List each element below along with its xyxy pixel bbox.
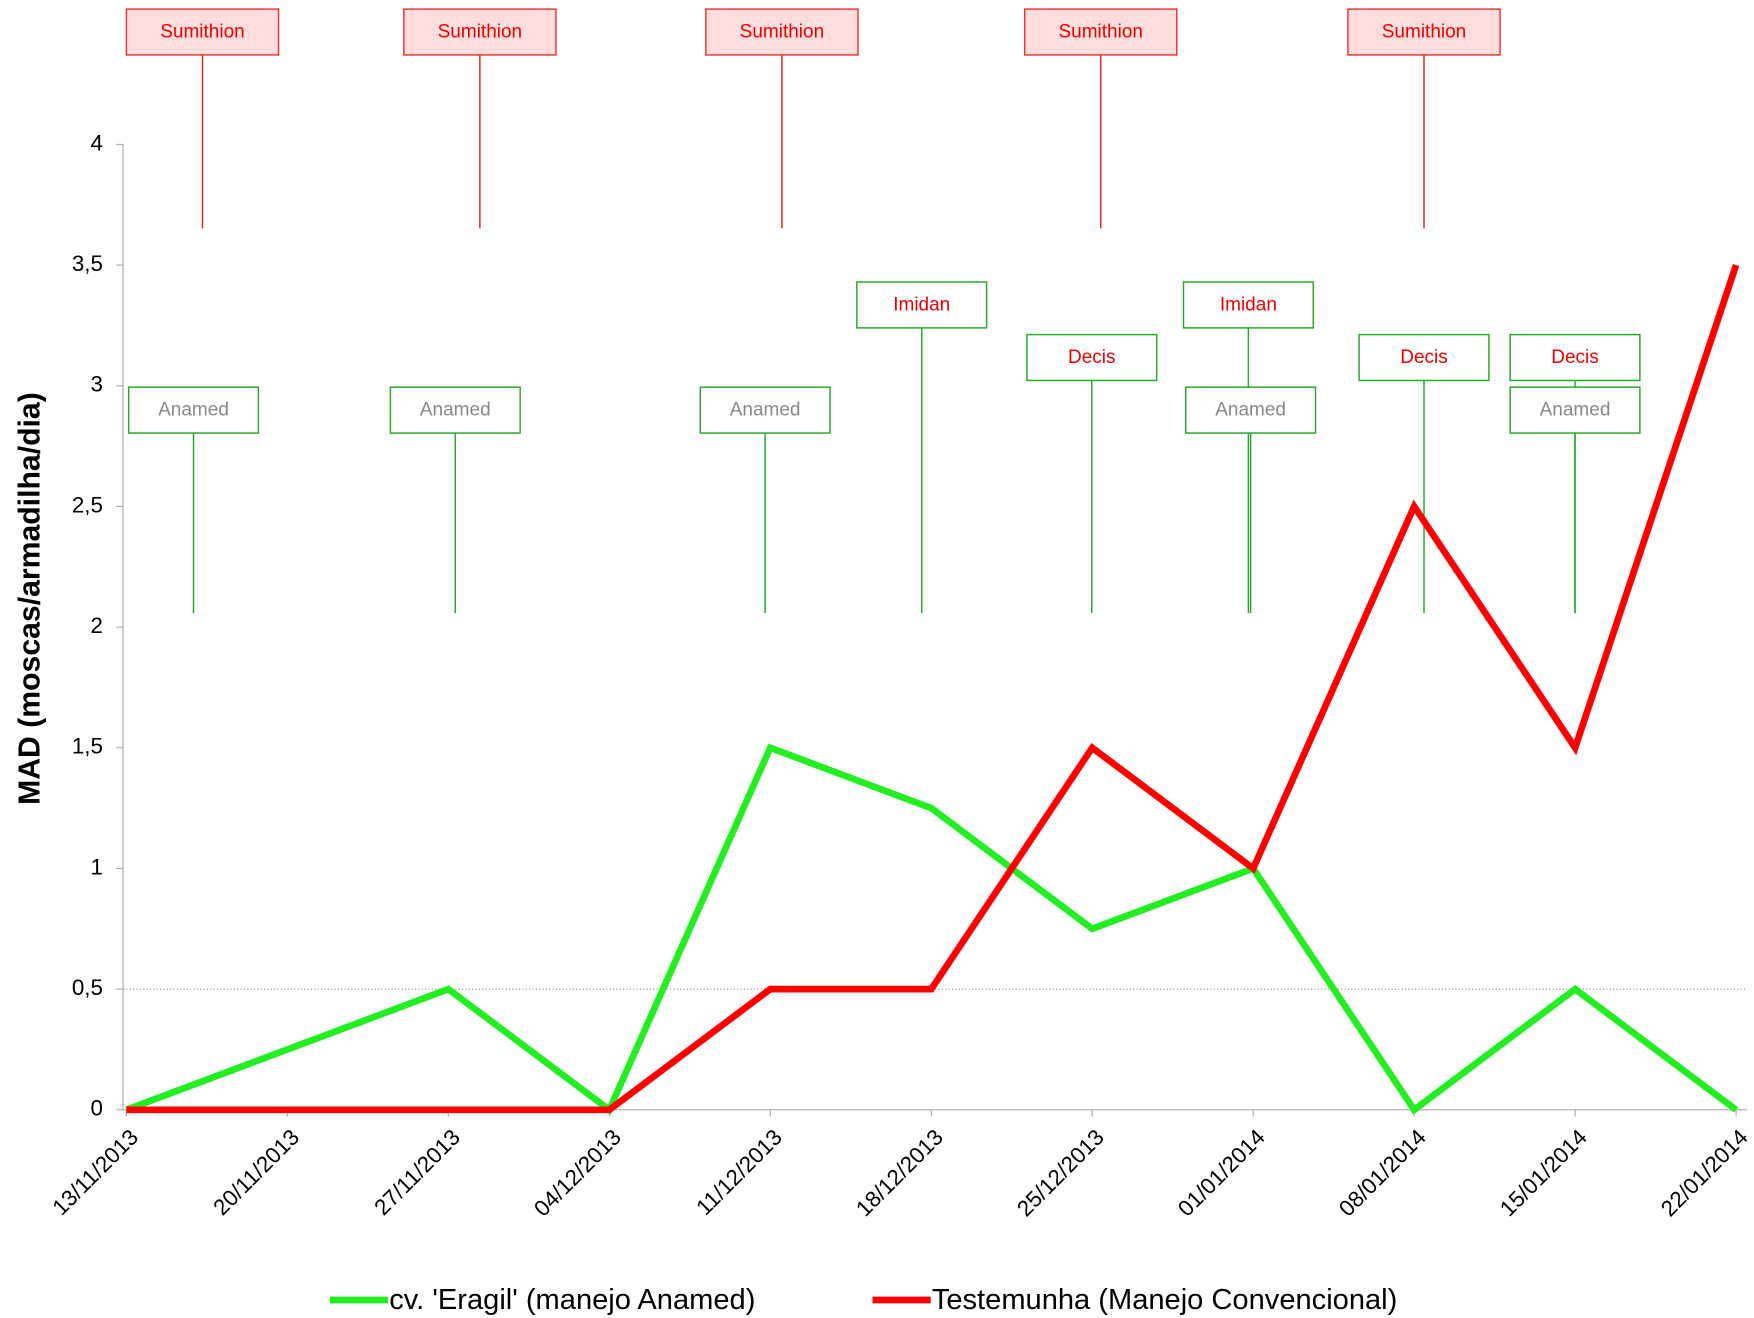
x-tick-label: 18/12/2013	[851, 1124, 948, 1221]
x-tick-label: 08/01/2014	[1334, 1124, 1431, 1221]
annotation-box	[389, 386, 521, 434]
annotation-label: Imidan	[893, 295, 950, 316]
annotation-label: Anamed	[158, 400, 229, 421]
annotation-box	[705, 8, 859, 56]
y-tick-label: 1	[90, 854, 102, 879]
x-tick-label: 27/11/2013	[369, 1124, 465, 1220]
legend-label: Testemunha (Manejo Convencional)	[932, 1284, 1398, 1316]
annotation-label: Sumithion	[740, 22, 825, 43]
annotation-label: Decis	[1400, 347, 1448, 368]
annotation-box	[1347, 8, 1501, 56]
annotation-box	[1509, 333, 1641, 382]
annotation-label: Sumithion	[1058, 22, 1143, 43]
annotation-label: Decis	[1068, 347, 1116, 368]
x-tick-label: 20/11/2013	[208, 1124, 304, 1220]
annotation-box	[1358, 333, 1490, 382]
annotation-box	[1185, 386, 1317, 434]
y-tick-label: 2,5	[72, 492, 103, 517]
annotation-label: Sumithion	[438, 22, 523, 43]
annotation-label: Anamed	[1540, 400, 1611, 421]
data-line	[125, 743, 1739, 1116]
annotation-label: Anamed	[1215, 400, 1286, 421]
annotation-box	[1182, 281, 1314, 329]
y-tick-label: 3,5	[72, 251, 103, 276]
y-tick-label: 4	[90, 130, 102, 155]
annotation-box	[1023, 8, 1178, 56]
y-tick-label: 2	[90, 613, 102, 638]
annotation-box	[1026, 333, 1158, 382]
annotation-label: Anamed	[730, 400, 801, 421]
x-tick-label: 25/12/2013	[1012, 1124, 1109, 1221]
data-line	[126, 264, 1740, 1114]
y-tick-label: 0,5	[72, 975, 103, 1000]
annotation-label: Sumithion	[160, 22, 244, 43]
x-tick-label: 13/11/2013	[47, 1124, 143, 1220]
y-axis-label: MAD (moscas/armadilha/dia)	[13, 392, 46, 805]
annotation-box	[125, 8, 280, 56]
x-tick-label: 22/01/2014	[1656, 1124, 1753, 1221]
annotation-label: Anamed	[420, 400, 491, 421]
x-tick-label: 01/01/2014	[1173, 1124, 1270, 1221]
annotation-box	[403, 8, 557, 56]
annotation-label: Sumithion	[1382, 22, 1467, 43]
annotation-box	[127, 386, 260, 434]
y-tick-label: 3	[90, 372, 102, 397]
annotation-box	[699, 386, 831, 434]
legend-label: cv. 'Eragil' (manejo Anamed)	[389, 1284, 755, 1316]
annotation-box	[1509, 386, 1641, 434]
annotation-label: Imidan	[1220, 295, 1277, 316]
annotation-box	[856, 281, 988, 329]
y-tick-label: 1,5	[72, 734, 103, 759]
annotation-label: Decis	[1551, 347, 1599, 368]
y-tick-label: 0	[90, 1096, 102, 1121]
x-tick-label: 11/12/2013	[691, 1124, 787, 1220]
x-tick-label: 15/01/2014	[1495, 1124, 1592, 1221]
x-tick-label: 04/12/2013	[529, 1124, 626, 1221]
